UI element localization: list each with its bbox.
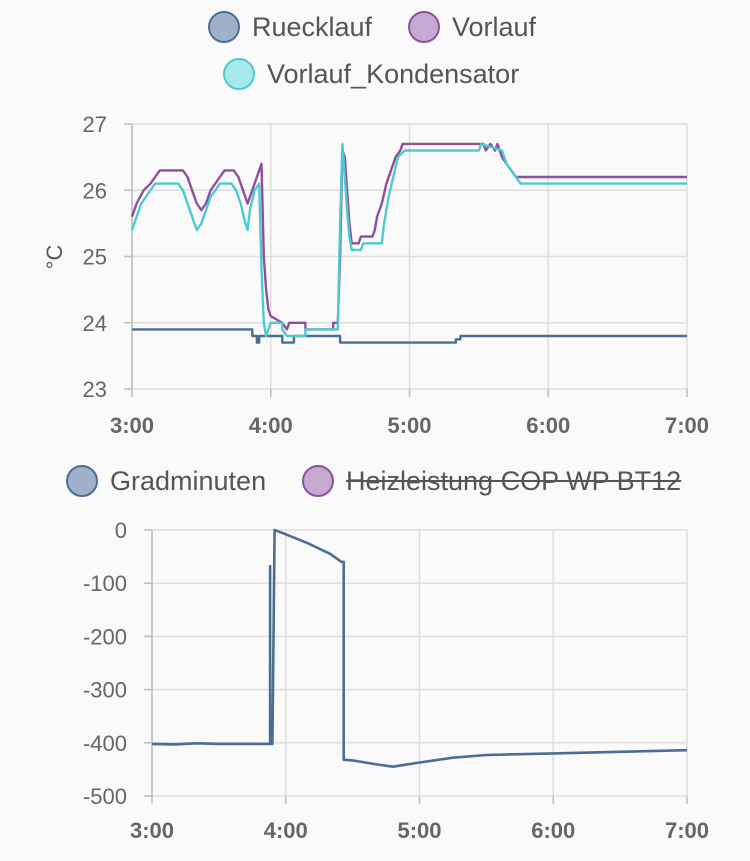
legend-swatch-gradminuten [66,465,98,497]
series-line-vorlauf [130,142,687,331]
y-tick-label: 25 [83,245,107,270]
y-tick-label: 24 [83,311,107,336]
series-line-vorlauf-kondensator [130,142,687,338]
legend-label-ruecklauf: Ruecklauf [252,12,373,42]
legend-label-vorlauf: Vorlauf [452,12,537,42]
chart1-y-ticks: 23 24 25 26 27 [83,112,107,402]
y-tick-label: 0 [115,518,127,543]
y-tick-label: -400 [83,731,127,756]
x-tick-label: 7:00 [665,413,709,438]
chart1-series [130,142,687,344]
y-tick-label: 23 [83,377,107,402]
series-line-ruecklauf [132,328,687,344]
y-tick-label: -500 [83,784,127,809]
x-tick-label: 4:00 [249,413,293,438]
legend-swatch-ruecklauf [208,11,240,43]
chart2: 0 -100 -200 -300 -400 -500 3:00 4:00 5:00 6:00 7:… [83,518,709,843]
legend-item-heizleistung[interactable]: Heizleistung COP WP BT12 [302,465,682,497]
y-tick-label: -100 [83,571,127,596]
chart1-y-axis-label: °C [42,245,67,270]
x-tick-label: 5:00 [397,818,441,843]
y-tick-label: -300 [83,678,127,703]
y-tick-label: -200 [83,624,127,649]
x-tick-label: 6:00 [526,413,570,438]
chart2-x-ticks: 3:00 4:00 5:00 6:00 7:00 [130,818,709,843]
legend-item-vorlauf-kondensator[interactable]: Vorlauf_Kondensator [223,58,519,90]
chart1-x-ticks: 3:00 4:00 5:00 6:00 7:00 [110,413,709,438]
chart1-grid [124,123,688,397]
y-tick-label: 27 [83,112,107,137]
chart2-grid [144,529,688,804]
legend-swatch-vorlauf-kondensator [223,58,255,90]
x-tick-label: 6:00 [531,818,575,843]
legend-label-gradminuten: Gradminuten [110,466,266,496]
legend-item-gradminuten[interactable]: Gradminuten [66,465,266,497]
x-tick-label: 3:00 [130,818,174,843]
legend-item-vorlauf[interactable]: Vorlauf [408,11,537,43]
x-tick-label: 4:00 [264,818,308,843]
x-tick-label: 3:00 [110,413,154,438]
chart2-series [151,528,688,768]
legend-chart2: Gradminuten Heizleistung COP WP BT12 [66,465,682,497]
x-tick-label: 5:00 [387,413,431,438]
chart2-y-ticks: 0 -100 -200 -300 -400 -500 [83,518,127,809]
legend-item-ruecklauf[interactable]: Ruecklauf [208,11,373,43]
x-tick-label: 7:00 [665,818,709,843]
legend-swatch-heizleistung [302,465,334,497]
y-tick-label: 26 [83,178,107,203]
legend-swatch-vorlauf [408,11,440,43]
chart1: 23 24 25 26 27 3:00 4:00 5:00 6:00 7:00 °C [42,112,709,438]
series-line-gradminuten [151,528,688,768]
legend-label-vorlauf-kondensator: Vorlauf_Kondensator [267,59,519,89]
legend-chart1: Ruecklauf Vorlauf Vorlauf_Kondensator [208,11,537,90]
